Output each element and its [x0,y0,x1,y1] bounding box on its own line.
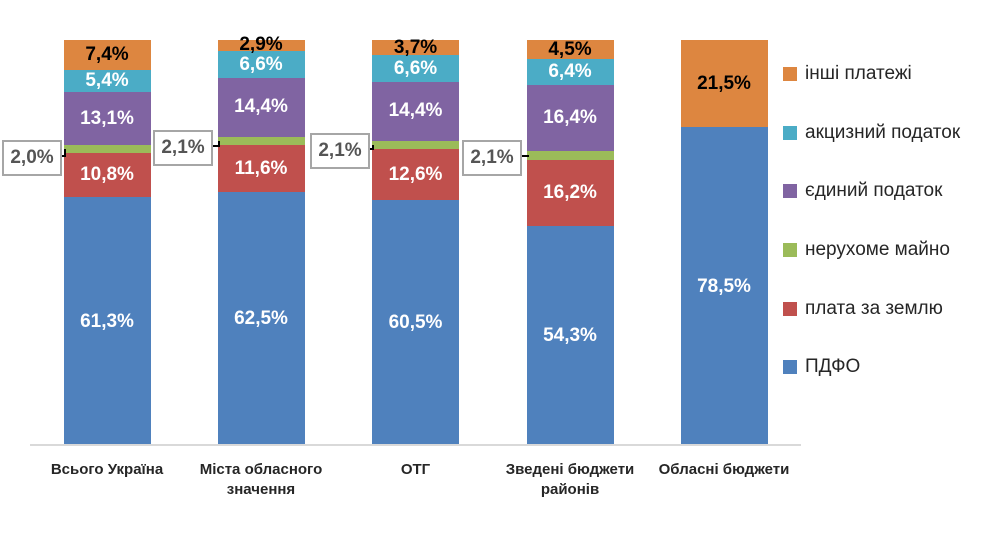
bar-segment: 14,4% [217,78,305,137]
callout-label: 2,1% [153,130,213,166]
callout-label: 2,0% [2,140,62,176]
bar-data-label: 16,4% [543,106,597,128]
bar-data-label: 14,4% [388,100,443,122]
bar-segment: 6,6% [217,51,305,79]
bar-data-label: 54,3% [543,324,597,346]
callout-connector [211,145,220,147]
bar-data-label: 16,2% [543,181,597,203]
bar-segment: 60,5% [372,200,459,446]
callout-connector [217,140,220,146]
legend-item: акцизний податок [783,119,960,147]
legend-item: нерухоме майно [783,236,950,264]
bar-segment: 13,1% [63,91,151,146]
bar-segment: 4,5% [526,38,614,60]
bar-data-label: 14,4% [234,96,288,118]
legend-label: інші платежі [805,63,912,84]
category-label: Міста обласного значення [199,461,323,498]
bar-segment: 61,3% [63,197,151,446]
bar-data-label: 3,7% [393,36,438,58]
callout-label: 2,1% [310,133,370,169]
legend-swatch-icon [783,302,797,316]
category-label: Всього Україна [50,461,164,478]
legend-label: акцизний податок [805,122,961,143]
bar-segment [526,151,614,160]
bar-segment: 7,4% [63,40,151,71]
bar-data-label: 7,4% [85,44,129,66]
bar-segment: 62,5% [217,192,305,446]
legend-swatch-icon [783,360,797,374]
legend-label: плата за землю [805,298,943,319]
legend-swatch-icon [783,184,797,198]
bar-segment: 12,6% [372,149,459,201]
callout-connector [63,149,66,156]
bar-segment: 5,4% [63,70,151,92]
category-label: Обласні бюджети [658,461,790,478]
bar-data-label: 6,6% [393,57,438,79]
bar-segment: 2,9% [217,34,305,55]
bar-segment: 14,4% [372,82,459,141]
legend-item: плата за землю [783,295,943,323]
bar-data-label: 2,9% [239,34,283,56]
bar-data-label: 60,5% [388,312,443,334]
bar-data-label: 6,4% [548,60,592,82]
legend-label: єдиний податок [805,180,943,201]
callout-connector [60,155,66,157]
bar-data-label: 4,5% [548,38,592,60]
legend-swatch-icon [783,67,797,81]
callout-connector [368,148,374,150]
bar-segment [372,140,459,150]
bar-data-label: 10,8% [80,164,134,186]
bar-data-label: 62,5% [234,308,288,330]
bar-data-label: 78,5% [697,275,751,297]
bar-segment [217,136,305,146]
legend-swatch-icon [783,243,797,257]
bar-segment: 16,2% [526,159,614,226]
legend-item: єдиний податок [783,177,942,205]
bar-segment [63,145,151,154]
bar-data-label: 11,6% [234,157,288,179]
legend-item: ПДФО [783,353,860,381]
bar-data-label: 13,1% [80,107,134,129]
bar-data-label: 61,3% [80,310,134,332]
legend-label: ПДФО [805,356,861,377]
legend-item: інші платежі [783,60,912,88]
bar-segment: 3,7% [372,37,459,58]
bar-data-label: 5,4% [85,70,129,91]
callout-label: 2,1% [462,140,522,176]
x-axis-line [30,444,801,446]
legend-label: нерухоме майно [805,239,950,260]
bar-segment: 16,4% [526,84,614,152]
bar-segment: 54,3% [526,225,614,446]
bar-segment: 10,8% [63,153,151,198]
callout-connector [372,144,374,149]
bar-segment: 6,4% [526,58,614,85]
bar-data-label: 12,6% [388,163,443,185]
callout-connector [520,155,529,157]
bar-segment: 21,5% [680,40,768,128]
category-label: ОТГ [400,461,431,478]
legend-swatch-icon [783,126,797,140]
bar-data-label: 21,5% [697,72,751,94]
bar-data-label: 6,6% [239,53,283,75]
category-label: Зведені бюджети районів [505,461,635,498]
bar-segment: 78,5% [680,127,768,446]
bar-segment: 6,6% [372,55,459,83]
bar-segment: 11,6% [217,145,305,193]
